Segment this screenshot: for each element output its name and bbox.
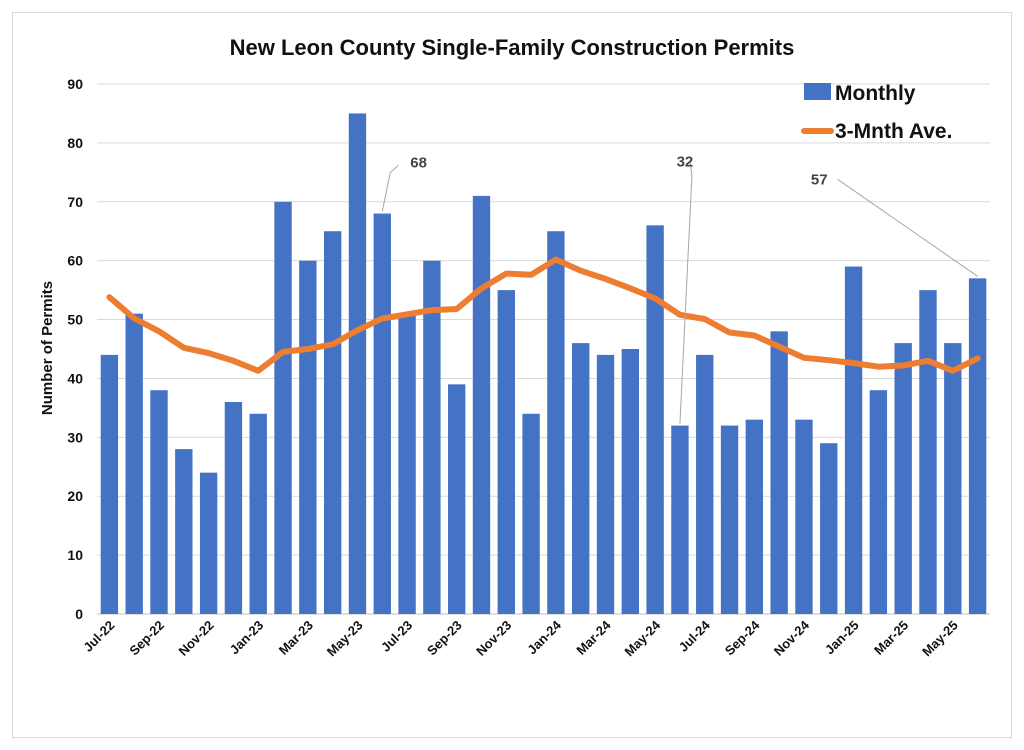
bar-oct-24 [770,331,788,614]
y-tick-label: 60 [67,253,83,269]
bar-mar-24 [596,354,615,614]
x-tick-label: May-25 [919,618,961,660]
bar-aug-22 [125,313,143,614]
bar-jan-23 [249,413,267,614]
annotations: 68 32 57 [381,154,978,424]
legend-label-3-month-average: 3-Mnth Ave. [835,120,952,143]
data-label-jun-25: 57 [811,171,828,188]
bar-sep-24 [745,419,764,614]
line-3-month-average [106,256,981,374]
x-tick-label: Mar-25 [871,618,911,658]
x-tick-label: Nov-24 [771,617,813,659]
bar-dec-24 [820,443,838,614]
x-tick-label: Sep-22 [126,618,167,659]
annotation-leader-line [837,178,978,277]
y-tick-label: 50 [67,312,83,328]
bar-mar-23 [299,260,317,614]
bar-jan-25 [844,266,863,614]
bar-jul-22 [100,354,119,614]
bar-mar-25 [894,343,912,614]
x-tick-label: Mar-24 [573,617,614,658]
bar-aug-24 [720,425,739,614]
annotation-leader-line [679,160,693,424]
x-tick-label: Jul-23 [378,618,415,655]
chart-title: New Leon County Single-Family Constructi… [230,35,795,60]
bar-jun-24 [671,425,689,614]
y-tick-label: 80 [67,135,83,151]
x-tick-label: Nov-23 [473,618,514,659]
x-tick-label: May-24 [621,617,663,659]
y-tick-label: 40 [67,370,83,386]
bar-jun-23 [373,213,391,615]
bar-nov-22 [199,472,218,614]
bar-jan-24 [547,231,565,614]
x-tick-label: Jul-24 [676,617,714,655]
bar-oct-23 [472,195,491,614]
y-tick-label: 70 [67,194,83,210]
bar-sep-22 [150,390,168,614]
bar-dec-23 [522,413,540,614]
legend-swatch-monthly [804,83,831,100]
data-label-jun-24: 32 [677,154,694,171]
y-tick-label: 90 [67,76,83,92]
x-tick-label: May-23 [324,618,366,660]
bar-may-24 [646,225,664,615]
x-tick-label: Jan-25 [822,618,862,658]
annotation-leader-line [381,165,399,212]
bar-may-23 [348,113,367,614]
bar-dec-22 [224,402,243,614]
bar-sep-23 [447,384,466,614]
bar-aug-23 [423,260,441,614]
bar-apr-25 [919,290,937,614]
bar-nov-23 [497,290,515,614]
x-tick-label: Mar-23 [276,618,316,658]
x-tick-label: Nov-22 [175,618,216,659]
y-tick-label: 30 [67,429,83,445]
bar-nov-24 [795,419,813,614]
data-label-jun-23: 68 [410,155,427,172]
bar-jul-24 [696,354,714,614]
bar-feb-25 [869,390,888,614]
y-axis-label: Number of Permits [39,281,56,415]
y-tick-label: 10 [67,547,83,563]
y-axis-ticks: 0 10 20 30 40 50 60 70 80 90 [67,76,83,622]
bar-apr-24 [621,349,640,614]
legend: Monthly 3-Mnth Ave. [801,82,952,143]
legend-label-monthly: Monthly [835,82,916,105]
x-axis-ticks: Jul-22 Sep-22 Nov-22 Jan-23 Mar-23 May-23 Jul-… [80,617,961,659]
y-tick-label: 20 [67,488,83,504]
bar-may-25 [944,343,962,614]
x-tick-label: Jan-23 [227,618,267,658]
x-tick-label: Sep-23 [424,618,465,659]
x-tick-label: Jul-22 [80,618,117,655]
bar-series [100,113,987,615]
gridlines [97,83,990,615]
bar-feb-23 [274,201,292,614]
x-tick-label: Jan-24 [524,617,564,657]
bar-jun-25 [968,278,987,614]
bar-oct-22 [175,449,193,614]
y-tick-label: 0 [75,606,83,622]
bar-feb-24 [572,343,590,614]
line-series [106,256,981,374]
x-tick-label: Sep-24 [722,617,763,658]
bar-apr-23 [323,231,342,614]
bar-jul-23 [398,313,416,614]
